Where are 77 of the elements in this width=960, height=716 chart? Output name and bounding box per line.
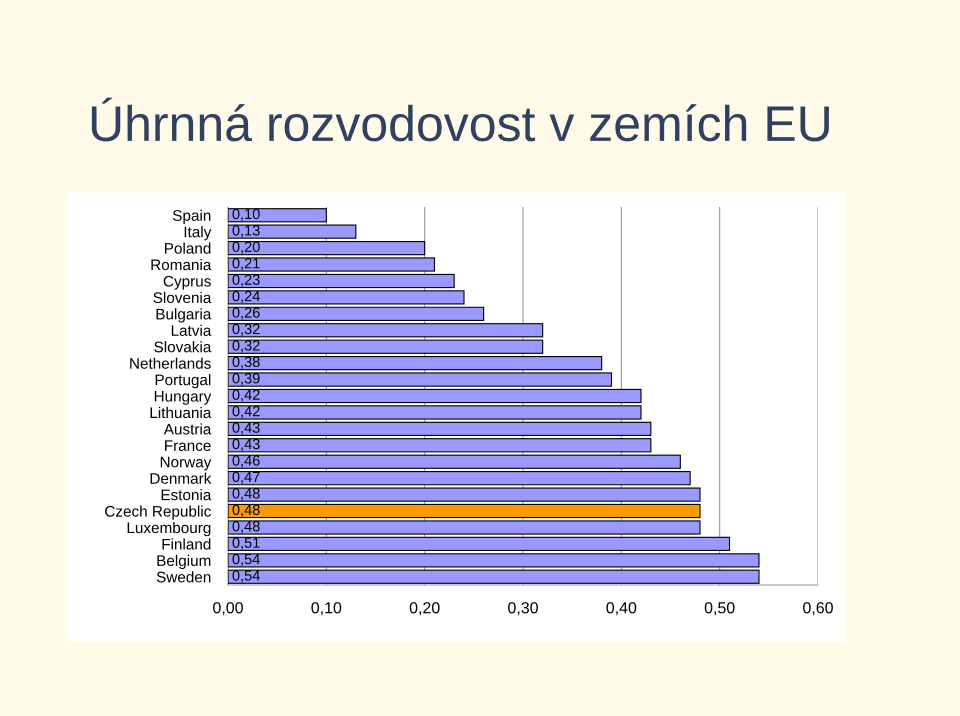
- data-label: 0,13: [232, 225, 260, 238]
- data-label: 0,39: [232, 373, 260, 386]
- bar: [228, 553, 760, 568]
- y-tick-label: Norway: [160, 456, 212, 470]
- bar: [228, 438, 652, 452]
- y-tick-label: Belgium: [157, 554, 210, 570]
- y-tick-label: Lithuania: [150, 406, 212, 418]
- bar: [228, 274, 455, 288]
- bar: [228, 306, 484, 321]
- data-label: 0,47: [232, 472, 260, 484]
- data-label: 0,32: [232, 340, 260, 352]
- x-tick-label: 0,10: [311, 602, 342, 616]
- bar: [228, 372, 612, 387]
- bar: [228, 454, 681, 469]
- y-tick-label: Portugal: [156, 374, 210, 388]
- bar: [228, 356, 602, 370]
- y-tick-label: Hungary: [154, 391, 212, 405]
- y-tick-label: Slovenia: [153, 292, 212, 304]
- bar: [228, 340, 544, 354]
- x-tick-label: 0,50: [704, 602, 735, 616]
- data-label: 0,54: [232, 554, 260, 566]
- y-tick-label: Cyprus: [164, 276, 211, 290]
- bar: [228, 208, 327, 222]
- y-tick-label: Austria: [164, 423, 212, 435]
- bar: [228, 570, 760, 584]
- bar: [228, 290, 465, 305]
- y-tick-label: Bulgaria: [156, 308, 212, 323]
- data-label: 0,54: [232, 570, 260, 582]
- y-tick-label: Slovakia: [154, 341, 212, 352]
- data-label: 0,48: [232, 521, 260, 534]
- bar: [228, 405, 642, 420]
- data-label: 0,32: [232, 324, 260, 336]
- bar: [228, 504, 701, 518]
- data-label: 0,43: [232, 422, 260, 435]
- data-label: 0,42: [232, 406, 260, 418]
- bar: [228, 536, 730, 552]
- bar: [228, 422, 652, 436]
- x-tick-label: 0,40: [606, 602, 636, 616]
- data-label: 0,46: [232, 455, 260, 468]
- y-tick-label: Finland: [162, 538, 210, 550]
- bar: [228, 224, 356, 239]
- data-label: 0,48: [232, 488, 260, 500]
- x-tick-label: 0,60: [803, 602, 833, 616]
- y-tick-label: France: [165, 440, 211, 451]
- y-tick-label: Sweden: [156, 571, 210, 582]
- x-tick-label: 0,20: [410, 602, 440, 616]
- data-label: 0,38: [232, 356, 260, 369]
- x-tick-label: 0,00: [213, 602, 243, 616]
- y-tick-label: Romania: [151, 258, 212, 270]
- data-label: 0,26: [232, 307, 260, 320]
- y-tick-label: Luxembourg: [128, 522, 210, 536]
- bar: [228, 240, 426, 256]
- data-label: 0,20: [232, 242, 260, 254]
- data-label: 0,23: [232, 274, 260, 287]
- data-label: 0,42: [232, 390, 260, 402]
- y-tick-label: Estonia: [162, 489, 212, 500]
- y-tick-label: Denmark: [150, 472, 212, 484]
- bar: [228, 487, 701, 502]
- data-label: 0,21: [232, 258, 260, 270]
- data-label: 0,48: [232, 504, 260, 517]
- bar: [228, 257, 436, 272]
- bar: [228, 388, 642, 404]
- bar: [228, 323, 544, 338]
- y-tick-label: Czech Republic: [105, 506, 211, 520]
- data-label: 0,10: [232, 208, 260, 221]
- data-label: 0,51: [232, 538, 260, 550]
- y-tick-label: Spain: [172, 210, 210, 224]
- data-label: 0,24: [232, 290, 260, 304]
- y-tick-label: Latvia: [172, 324, 212, 336]
- y-tick-label: Netherlands: [130, 358, 211, 369]
- y-tick-label: Poland: [165, 242, 210, 254]
- bar: [228, 520, 701, 535]
- bar: [228, 471, 691, 486]
- chart-title: Úhrnná rozvodovost v zemích EU: [92, 98, 829, 142]
- x-tick-label: 0,30: [508, 602, 538, 616]
- y-tick-label: Italy: [184, 226, 212, 240]
- data-label: 0,43: [232, 438, 260, 451]
